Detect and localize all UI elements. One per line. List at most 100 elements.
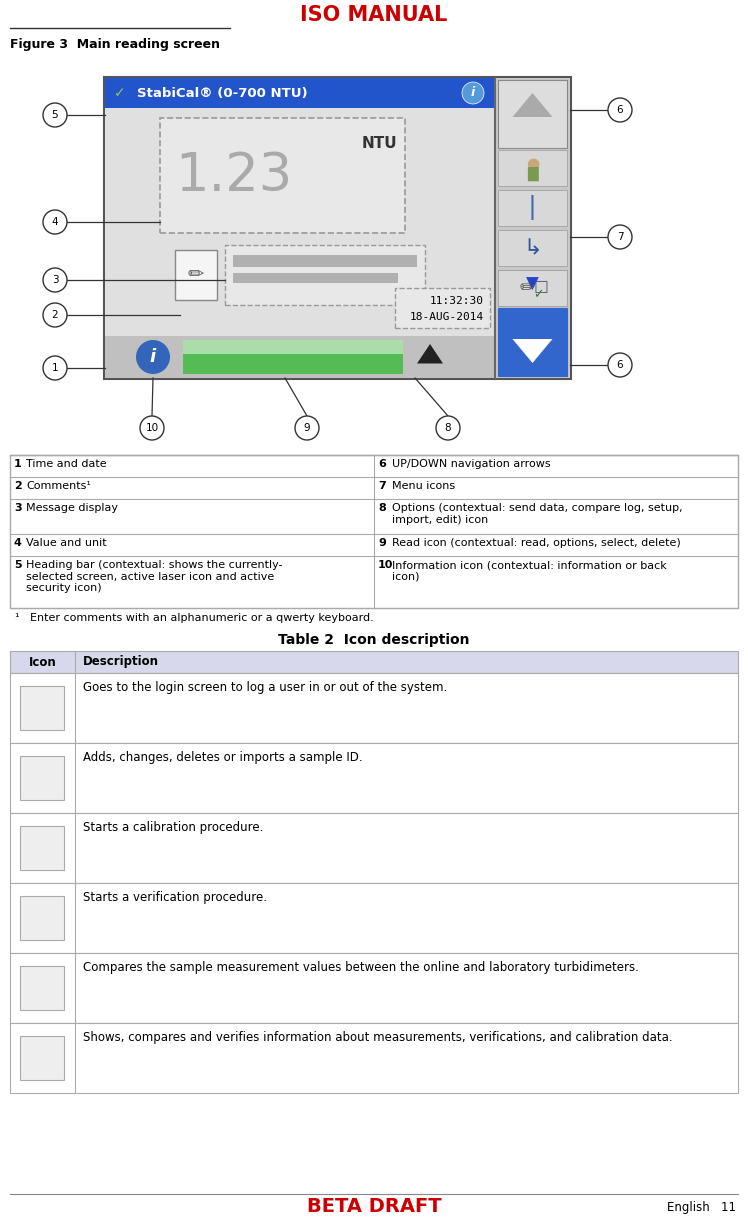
Circle shape <box>608 225 632 249</box>
Text: Options (contextual: send data, compare log, setup,
import, edit) icon: Options (contextual: send data, compare … <box>392 503 683 524</box>
Text: Icon: Icon <box>28 655 56 668</box>
Text: 4: 4 <box>14 538 22 547</box>
Text: Time and date: Time and date <box>26 459 107 469</box>
Text: ✓: ✓ <box>114 86 126 100</box>
Text: 6: 6 <box>378 459 386 469</box>
Polygon shape <box>512 93 553 117</box>
Circle shape <box>43 356 67 380</box>
Circle shape <box>43 210 67 233</box>
FancyBboxPatch shape <box>20 896 64 940</box>
FancyBboxPatch shape <box>160 119 405 233</box>
FancyBboxPatch shape <box>225 244 425 306</box>
Text: Starts a calibration procedure.: Starts a calibration procedure. <box>83 821 263 833</box>
Text: 9: 9 <box>304 423 310 433</box>
Text: Table 2  Icon description: Table 2 Icon description <box>278 633 470 646</box>
Text: 10: 10 <box>378 560 393 569</box>
Text: Heading bar (contextual: shows the currently-
selected screen, active laser icon: Heading bar (contextual: shows the curre… <box>26 560 283 593</box>
Text: 9: 9 <box>378 538 386 547</box>
FancyBboxPatch shape <box>498 230 567 266</box>
Text: 10: 10 <box>145 423 159 433</box>
FancyBboxPatch shape <box>498 270 567 306</box>
FancyBboxPatch shape <box>20 756 64 800</box>
FancyBboxPatch shape <box>10 743 738 813</box>
Text: ☐: ☐ <box>533 279 548 297</box>
FancyBboxPatch shape <box>10 884 738 953</box>
Circle shape <box>136 340 170 374</box>
FancyBboxPatch shape <box>10 455 738 609</box>
FancyBboxPatch shape <box>498 270 567 306</box>
FancyBboxPatch shape <box>10 1023 738 1092</box>
Text: English   11: English 11 <box>667 1201 736 1215</box>
Text: i: i <box>150 348 156 367</box>
Text: Message display: Message display <box>26 503 118 513</box>
Text: i: i <box>471 87 475 99</box>
FancyBboxPatch shape <box>10 651 738 673</box>
Text: Starts a verification procedure.: Starts a verification procedure. <box>83 891 267 904</box>
FancyBboxPatch shape <box>233 273 398 284</box>
Text: Goes to the login screen to log a user in or out of the system.: Goes to the login screen to log a user i… <box>83 681 447 694</box>
Text: 7: 7 <box>616 232 623 242</box>
Text: StabiCal® (0-700 NTU): StabiCal® (0-700 NTU) <box>137 87 307 99</box>
Circle shape <box>140 415 164 440</box>
Polygon shape <box>512 338 553 363</box>
Circle shape <box>462 82 484 104</box>
Polygon shape <box>417 345 443 363</box>
Text: Shows, compares and verifies information about measurements, verifications, and : Shows, compares and verifies information… <box>83 1031 672 1044</box>
Text: 1: 1 <box>52 363 58 373</box>
Circle shape <box>43 103 67 127</box>
Circle shape <box>608 353 632 378</box>
FancyBboxPatch shape <box>10 813 738 884</box>
FancyBboxPatch shape <box>10 953 738 1023</box>
Text: ISO MANUAL: ISO MANUAL <box>300 5 448 24</box>
Text: █: █ <box>527 167 538 181</box>
Text: Figure 3  Main reading screen: Figure 3 Main reading screen <box>10 38 220 51</box>
Text: 18-AUG-2014: 18-AUG-2014 <box>410 312 484 323</box>
Text: Read icon (contextual: read, options, select, delete): Read icon (contextual: read, options, se… <box>392 538 681 547</box>
Circle shape <box>43 303 67 327</box>
Text: 6: 6 <box>616 105 623 115</box>
FancyBboxPatch shape <box>108 81 132 105</box>
Text: ▼: ▼ <box>526 275 539 293</box>
FancyBboxPatch shape <box>105 336 495 378</box>
Text: Menu icons: Menu icons <box>392 481 455 491</box>
Circle shape <box>608 98 632 122</box>
Text: 5: 5 <box>52 110 58 120</box>
Text: BETA DRAFT: BETA DRAFT <box>307 1196 441 1216</box>
Text: Compares the sample measurement values between the online and laboratory turbidi: Compares the sample measurement values b… <box>83 960 639 974</box>
Text: Value and unit: Value and unit <box>26 538 107 547</box>
Text: ↳: ↳ <box>523 238 542 258</box>
FancyBboxPatch shape <box>498 79 567 148</box>
Text: 4: 4 <box>52 218 58 227</box>
Text: Adds, changes, deletes or imports a sample ID.: Adds, changes, deletes or imports a samp… <box>83 752 363 764</box>
FancyBboxPatch shape <box>20 826 64 870</box>
FancyBboxPatch shape <box>498 189 567 226</box>
Text: ✓: ✓ <box>533 288 544 302</box>
Text: 1: 1 <box>14 459 22 469</box>
FancyBboxPatch shape <box>105 78 495 378</box>
Circle shape <box>43 268 67 292</box>
Text: 6: 6 <box>616 360 623 370</box>
FancyBboxPatch shape <box>495 78 570 378</box>
FancyBboxPatch shape <box>10 673 738 743</box>
Text: 1.23: 1.23 <box>175 149 292 202</box>
FancyBboxPatch shape <box>183 340 403 374</box>
FancyBboxPatch shape <box>105 78 495 108</box>
Text: 3: 3 <box>52 275 58 285</box>
Text: Information icon (contextual: information or back
icon): Information icon (contextual: informatio… <box>392 560 666 582</box>
FancyBboxPatch shape <box>20 686 64 730</box>
FancyBboxPatch shape <box>175 251 217 299</box>
Text: NTU: NTU <box>361 136 397 152</box>
Text: ✏: ✏ <box>520 279 535 297</box>
Circle shape <box>436 415 460 440</box>
Text: 7: 7 <box>378 481 386 491</box>
Text: 8: 8 <box>378 503 386 513</box>
Text: ●: ● <box>526 156 539 171</box>
Text: UP/DOWN navigation arrows: UP/DOWN navigation arrows <box>392 459 551 469</box>
Text: Comments¹: Comments¹ <box>26 481 91 491</box>
FancyBboxPatch shape <box>233 255 417 266</box>
FancyBboxPatch shape <box>395 288 490 327</box>
Text: 11:32:30: 11:32:30 <box>430 296 484 306</box>
Text: ¹   Enter comments with an alphanumeric or a qwerty keyboard.: ¹ Enter comments with an alphanumeric or… <box>15 613 374 623</box>
Text: 2: 2 <box>52 310 58 320</box>
Text: 5: 5 <box>14 560 22 569</box>
